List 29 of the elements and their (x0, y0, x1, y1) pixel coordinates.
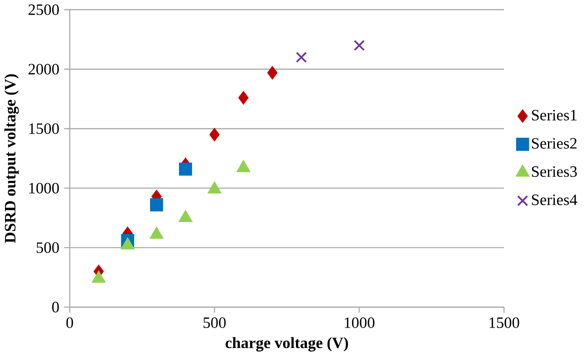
point (179, 162, 192, 176)
y-axis-title: DSRD output voltage (V) (4, 74, 19, 244)
point (121, 238, 134, 250)
point (238, 91, 248, 104)
point (354, 40, 365, 51)
y-tick-label: 1000 (29, 182, 59, 194)
point (209, 128, 220, 142)
point (296, 52, 307, 63)
x-tick-label: 0 (66, 317, 74, 328)
legend-label: Series3 (532, 166, 577, 177)
point (208, 182, 222, 194)
point (178, 210, 192, 222)
x-tick-label: 500 (204, 317, 226, 328)
point (236, 160, 250, 172)
y-tick-label: 0 (52, 302, 59, 312)
point (150, 198, 164, 212)
y-tick-label: 2000 (28, 64, 59, 75)
legend-label: Series2 (532, 138, 577, 149)
x-axis-title: charge voltage (V) (226, 337, 348, 352)
x-tick-label: 1000 (344, 317, 374, 328)
point (267, 66, 278, 80)
point (150, 227, 164, 239)
y-tick-label: 1500 (29, 123, 59, 134)
legend-label: Series4 (532, 194, 578, 206)
point (92, 271, 106, 283)
x-tick-label: 1500 (490, 317, 520, 328)
y-tick-label: 500 (36, 242, 59, 254)
legend-label: Series1 (532, 110, 576, 121)
y-tick-label: 2500 (28, 4, 59, 16)
